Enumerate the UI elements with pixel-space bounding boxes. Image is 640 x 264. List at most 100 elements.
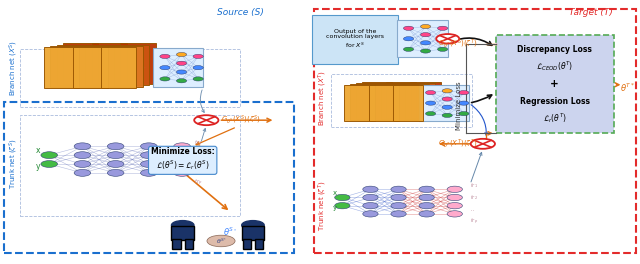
Text: Branch net ($X^T$): Branch net ($X^T$) <box>317 70 330 126</box>
Circle shape <box>363 194 378 201</box>
FancyBboxPatch shape <box>374 84 405 120</box>
Circle shape <box>438 37 448 41</box>
Circle shape <box>193 77 204 81</box>
Text: y: y <box>35 162 40 171</box>
Text: Target (T): Target (T) <box>570 8 613 17</box>
FancyBboxPatch shape <box>173 239 180 249</box>
Circle shape <box>420 32 431 37</box>
Circle shape <box>108 169 124 176</box>
Circle shape <box>459 111 469 116</box>
FancyBboxPatch shape <box>495 35 614 133</box>
Text: Output of the
convolution layers
for $X^S$: Output of the convolution layers for $X^… <box>326 29 384 50</box>
Circle shape <box>420 41 431 45</box>
FancyBboxPatch shape <box>242 226 264 240</box>
Circle shape <box>242 221 264 230</box>
Circle shape <box>193 54 204 59</box>
Circle shape <box>447 186 463 192</box>
Text: $tr_2$: $tr_2$ <box>193 152 202 161</box>
Text: Minimize Loss:
$\mathcal{L}(\theta^S) = \mathcal{L}_r(\theta^S)$: Minimize Loss: $\mathcal{L}(\theta^S) = … <box>151 147 214 172</box>
Circle shape <box>177 70 187 74</box>
Circle shape <box>74 152 91 159</box>
Text: $\mathcal{L}_{CEOD}(\theta^T)$: $\mathcal{L}_{CEOD}(\theta^T)$ <box>536 59 573 73</box>
Circle shape <box>403 26 413 30</box>
Circle shape <box>442 89 452 93</box>
FancyBboxPatch shape <box>312 15 398 64</box>
Text: $\cdot\cdot$: $\cdot\cdot$ <box>193 167 200 172</box>
Text: $\mathcal{L}_r(\theta^T)$: $\mathcal{L}_r(\theta^T)$ <box>543 112 566 125</box>
Circle shape <box>442 113 452 117</box>
FancyBboxPatch shape <box>255 239 263 249</box>
Circle shape <box>447 202 463 209</box>
Circle shape <box>391 194 406 201</box>
Text: Trunk net ($\zeta^T$): Trunk net ($\zeta^T$) <box>317 180 330 231</box>
FancyBboxPatch shape <box>56 45 92 85</box>
Circle shape <box>419 194 435 201</box>
FancyBboxPatch shape <box>92 43 127 84</box>
Text: $G_{\theta^T}(X^T)(\zeta^T)$: $G_{\theta^T}(X^T)(\zeta^T)$ <box>438 138 477 150</box>
Circle shape <box>74 143 91 150</box>
FancyBboxPatch shape <box>108 46 143 87</box>
FancyBboxPatch shape <box>44 47 79 88</box>
Circle shape <box>173 152 190 159</box>
Text: $G_{\theta^S}(X^S)(\zeta^S)$: $G_{\theta^S}(X^S)(\zeta^S)$ <box>221 114 261 126</box>
Circle shape <box>41 161 58 167</box>
Circle shape <box>193 65 204 70</box>
Circle shape <box>41 152 58 159</box>
FancyBboxPatch shape <box>172 226 194 240</box>
Text: $\theta^{S_*}$: $\theta^{S_*}$ <box>216 236 227 246</box>
Text: x: x <box>333 190 337 196</box>
Circle shape <box>438 47 448 51</box>
Text: $\cdot\cdot$: $\cdot\cdot$ <box>470 208 476 213</box>
Circle shape <box>391 186 406 192</box>
Circle shape <box>141 161 157 167</box>
Circle shape <box>459 101 469 105</box>
Text: Minimize Loss: Minimize Loss <box>456 81 462 130</box>
FancyBboxPatch shape <box>85 45 120 85</box>
Circle shape <box>403 37 413 41</box>
Circle shape <box>177 61 187 65</box>
Text: Source (S): Source (S) <box>217 8 264 17</box>
Circle shape <box>459 91 469 95</box>
Circle shape <box>420 24 431 29</box>
FancyBboxPatch shape <box>399 84 429 120</box>
FancyBboxPatch shape <box>314 8 636 253</box>
FancyBboxPatch shape <box>63 43 98 84</box>
Circle shape <box>419 186 435 192</box>
Text: x: x <box>35 147 40 155</box>
Circle shape <box>420 49 431 53</box>
FancyBboxPatch shape <box>369 85 399 121</box>
Circle shape <box>335 194 350 201</box>
Circle shape <box>177 53 187 57</box>
FancyBboxPatch shape <box>72 47 108 88</box>
Text: $tr_1$: $tr_1$ <box>470 181 478 190</box>
FancyBboxPatch shape <box>50 46 85 87</box>
Circle shape <box>363 202 378 209</box>
Circle shape <box>391 202 406 209</box>
Text: $tr_p$: $tr_p$ <box>193 177 202 187</box>
Circle shape <box>172 221 194 230</box>
Circle shape <box>419 211 435 217</box>
Circle shape <box>403 47 413 51</box>
FancyBboxPatch shape <box>350 84 381 120</box>
FancyBboxPatch shape <box>4 102 294 253</box>
Circle shape <box>177 79 187 83</box>
FancyBboxPatch shape <box>356 83 387 119</box>
Circle shape <box>438 26 448 30</box>
Text: $tr_2$: $tr_2$ <box>470 194 478 202</box>
Circle shape <box>141 143 157 150</box>
Text: $tr_p$: $tr_p$ <box>470 217 478 227</box>
Circle shape <box>442 97 452 101</box>
Circle shape <box>363 211 378 217</box>
Circle shape <box>447 194 463 201</box>
FancyBboxPatch shape <box>410 82 441 118</box>
Text: $\theta^{S_*}$: $\theta^{S_*}$ <box>223 226 237 238</box>
FancyBboxPatch shape <box>243 239 251 249</box>
Circle shape <box>160 77 170 81</box>
Text: $G_{\theta^T}(X^S)(\zeta^T)$: $G_{\theta^T}(X^S)(\zeta^T)$ <box>438 38 477 50</box>
FancyBboxPatch shape <box>397 20 448 57</box>
Circle shape <box>391 211 406 217</box>
Circle shape <box>173 143 190 150</box>
Text: Regression Loss: Regression Loss <box>520 97 589 106</box>
FancyBboxPatch shape <box>419 85 468 121</box>
Text: Trunk net ($\zeta^S$): Trunk net ($\zeta^S$) <box>7 138 20 189</box>
